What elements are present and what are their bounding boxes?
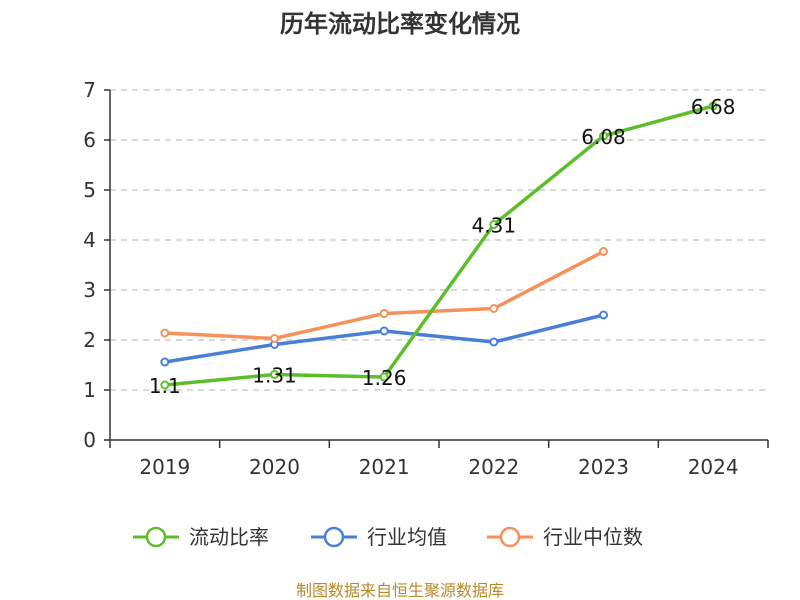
data-point[interactable] bbox=[489, 220, 499, 229]
series-group bbox=[160, 101, 718, 390]
series-line bbox=[164, 104, 714, 387]
x-tick-label: 2022 bbox=[468, 455, 519, 479]
data-label: 6.08 bbox=[581, 125, 626, 149]
data-labels: 1.1 1.31 1.26 4.31 6.08 6.68 bbox=[149, 95, 736, 398]
data-point[interactable] bbox=[489, 304, 499, 313]
data-label: 6.68 bbox=[691, 95, 736, 119]
data-point[interactable] bbox=[160, 328, 170, 338]
data-point[interactable] bbox=[270, 370, 279, 379]
data-point[interactable] bbox=[599, 247, 608, 256]
legend-marker bbox=[145, 526, 167, 548]
y-tick-label: 1 bbox=[83, 378, 96, 402]
legend-label: 行业均值 bbox=[367, 525, 447, 549]
legend-item[interactable]: 行业均值 bbox=[311, 525, 447, 549]
data-point[interactable] bbox=[599, 131, 608, 141]
y-tick-label: 6 bbox=[83, 128, 96, 152]
y-tick-label: 4 bbox=[83, 228, 96, 252]
x-tick-label: 2020 bbox=[249, 455, 300, 479]
data-point[interactable] bbox=[708, 101, 718, 111]
x-tick-label: 2023 bbox=[578, 455, 629, 479]
data-label: 1.26 bbox=[362, 366, 407, 390]
series-line bbox=[164, 249, 605, 341]
y-tick-label: 7 bbox=[83, 78, 96, 102]
data-point[interactable] bbox=[379, 309, 389, 318]
y-tick-label: 0 bbox=[83, 428, 96, 452]
data-point[interactable] bbox=[489, 337, 499, 347]
data-point[interactable] bbox=[160, 380, 170, 390]
data-label: 1.31 bbox=[252, 364, 297, 388]
legend-item[interactable]: 行业中位数 bbox=[487, 525, 643, 549]
y-tick-label: 3 bbox=[83, 278, 96, 302]
grid-lines bbox=[110, 89, 768, 391]
legend[interactable]: 流动比率 行业均值 行业中位数 bbox=[133, 525, 643, 549]
data-point[interactable] bbox=[599, 310, 608, 320]
data-point[interactable] bbox=[270, 334, 279, 343]
source-note: 制图数据来自恒生聚源数据库 bbox=[296, 581, 504, 600]
legend-marker bbox=[323, 526, 345, 548]
data-label: 1.1 bbox=[149, 374, 181, 398]
x-tick-label: 2024 bbox=[688, 455, 739, 479]
legend-marker bbox=[499, 526, 521, 548]
y-tick-label: 2 bbox=[83, 328, 96, 352]
legend-label: 行业中位数 bbox=[543, 525, 643, 549]
data-label: 4.31 bbox=[472, 214, 517, 238]
x-tick-label: 2021 bbox=[359, 455, 410, 479]
data-point[interactable] bbox=[160, 357, 170, 367]
legend-label: 流动比率 bbox=[189, 525, 269, 549]
series-line bbox=[164, 313, 604, 364]
legend-item[interactable]: 流动比率 bbox=[133, 525, 269, 549]
y-tick-label: 5 bbox=[83, 178, 96, 202]
axes: 0 1 2 3 4 5 6 7 2019 2020 2021 2022 2023 2024 bbox=[83, 78, 769, 479]
x-tick-label: 2019 bbox=[139, 455, 190, 479]
data-point[interactable] bbox=[379, 326, 389, 336]
chart-title: 历年流动比率变化情况 bbox=[280, 10, 520, 38]
data-point[interactable] bbox=[379, 372, 389, 382]
